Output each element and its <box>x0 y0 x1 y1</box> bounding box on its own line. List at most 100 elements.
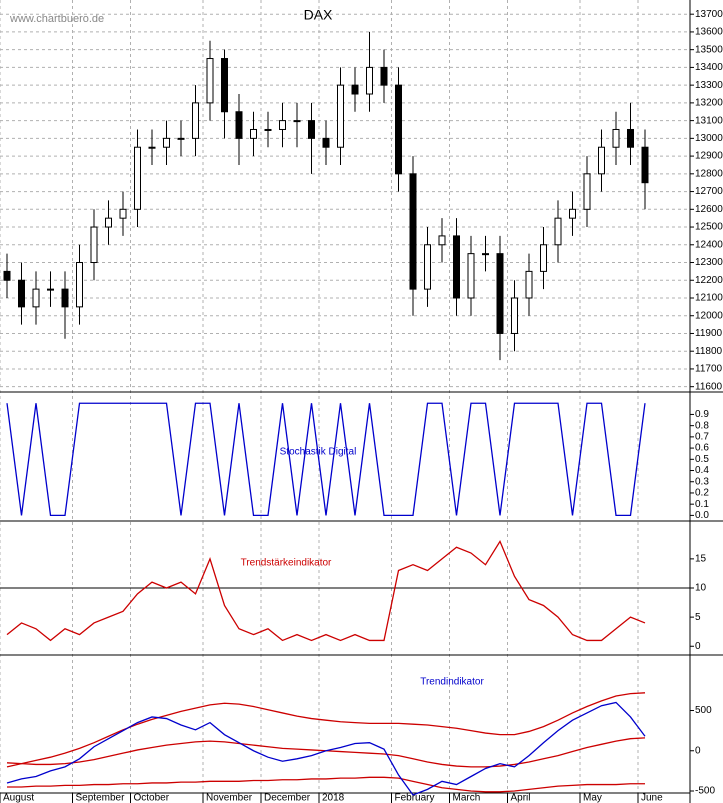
y-tick-label: 12600 <box>695 204 723 215</box>
series-line <box>6 402 646 517</box>
y-tick-label: 0.9 <box>695 409 709 420</box>
x-tick-label: October <box>134 793 170 803</box>
candle-body <box>424 244 431 290</box>
panel-title: Trendindikator <box>420 677 484 688</box>
candle-body <box>525 270 533 299</box>
series-line <box>7 776 645 793</box>
x-tick-label: 2018 <box>322 793 345 803</box>
y-tick-label: 13500 <box>695 44 723 55</box>
y-tick-label: 11600 <box>695 381 723 392</box>
series-line <box>6 701 646 796</box>
panel-title: DAX <box>304 7 333 23</box>
y-tick-label: 0.7 <box>695 432 709 443</box>
candle-body <box>18 279 25 308</box>
candle-body <box>612 128 620 148</box>
candle-body <box>235 111 243 139</box>
y-tick-label: 0.5 <box>695 454 709 465</box>
candle-body <box>337 84 344 148</box>
candle-body <box>163 137 170 148</box>
series-line <box>6 539 646 642</box>
candle-body <box>32 288 40 308</box>
candle-body <box>482 253 489 256</box>
y-tick-label: 13700 <box>695 9 723 20</box>
candle-body <box>148 146 156 149</box>
y-tick-label: 12800 <box>695 168 723 179</box>
candle-body <box>119 208 127 219</box>
candle-body <box>134 146 141 210</box>
y-tick-label: 13300 <box>695 80 723 91</box>
x-tick-label: December <box>264 793 311 803</box>
panel-title: Trendstärkeindikator <box>241 558 332 569</box>
candle-body <box>322 137 330 148</box>
candle-body <box>192 102 199 139</box>
y-tick-label: 12300 <box>695 257 723 268</box>
candle-body <box>351 84 359 95</box>
candle-body <box>496 253 504 334</box>
y-tick-label: -500 <box>695 786 715 797</box>
candle-body <box>366 66 373 95</box>
x-tick-label: August <box>3 793 34 803</box>
y-tick-label: 11800 <box>695 346 723 357</box>
y-tick-label: 13200 <box>695 98 723 109</box>
watermark: www.chartbuero.de <box>9 13 104 25</box>
x-tick-label: April <box>511 793 531 803</box>
y-tick-label: 0.0 <box>695 510 709 521</box>
candle-body <box>380 66 388 86</box>
candle-body <box>641 146 649 184</box>
candle-body <box>3 270 11 281</box>
y-tick-label: 0.6 <box>695 443 709 454</box>
y-tick-label: 11900 <box>695 328 723 339</box>
candle-body <box>90 226 98 264</box>
candle-body <box>177 137 185 140</box>
y-tick-label: 12000 <box>695 310 723 321</box>
x-tick-label: November <box>206 793 253 803</box>
y-tick-label: 13100 <box>695 115 723 126</box>
candle-body <box>61 288 69 308</box>
y-tick-label: 10 <box>695 583 707 594</box>
x-tick-label: February <box>395 793 435 803</box>
candle-body <box>511 297 518 334</box>
candle-body <box>453 235 460 299</box>
y-tick-label: 12900 <box>695 151 723 162</box>
y-tick-label: 500 <box>695 705 712 716</box>
candle-body <box>206 58 214 104</box>
candle-body <box>293 120 301 123</box>
series-line <box>6 692 646 768</box>
candle-body <box>250 128 257 139</box>
candle-body <box>583 173 591 210</box>
candle-body <box>308 120 315 139</box>
candle-body <box>47 288 54 291</box>
y-tick-label: 13000 <box>695 133 723 144</box>
x-tick-label: September <box>76 793 126 803</box>
y-tick-label: 12500 <box>695 222 723 233</box>
candle-body <box>105 217 112 228</box>
y-tick-label: 12700 <box>695 186 723 197</box>
y-tick-label: 0.4 <box>695 465 709 476</box>
y-tick-label: 12100 <box>695 293 723 304</box>
x-tick-label: May <box>583 793 602 803</box>
candle-body <box>569 208 576 219</box>
candle-body <box>438 235 446 246</box>
candle-body <box>554 217 562 246</box>
y-tick-label: 0 <box>695 745 701 756</box>
y-tick-label: 12200 <box>695 275 723 286</box>
y-tick-label: 0.8 <box>695 420 709 431</box>
y-tick-label: 15 <box>695 554 707 565</box>
candle-body <box>598 146 605 175</box>
candle-body <box>395 84 402 175</box>
x-tick-label: June <box>641 793 663 803</box>
candle-body <box>467 253 475 299</box>
y-tick-label: 5 <box>695 612 701 623</box>
y-tick-label: 11700 <box>695 364 723 375</box>
y-tick-label: 0.3 <box>695 476 709 487</box>
candle-body <box>627 128 634 148</box>
x-tick-label: March <box>453 793 481 803</box>
y-tick-label: 0.2 <box>695 488 709 499</box>
candle-body <box>409 173 417 290</box>
y-tick-label: 12400 <box>695 239 723 250</box>
candle-body <box>540 244 547 272</box>
y-tick-label: 0 <box>695 641 701 652</box>
y-tick-label: 0.1 <box>695 499 709 510</box>
y-tick-label: 13600 <box>695 27 723 38</box>
candle-body <box>264 128 272 131</box>
